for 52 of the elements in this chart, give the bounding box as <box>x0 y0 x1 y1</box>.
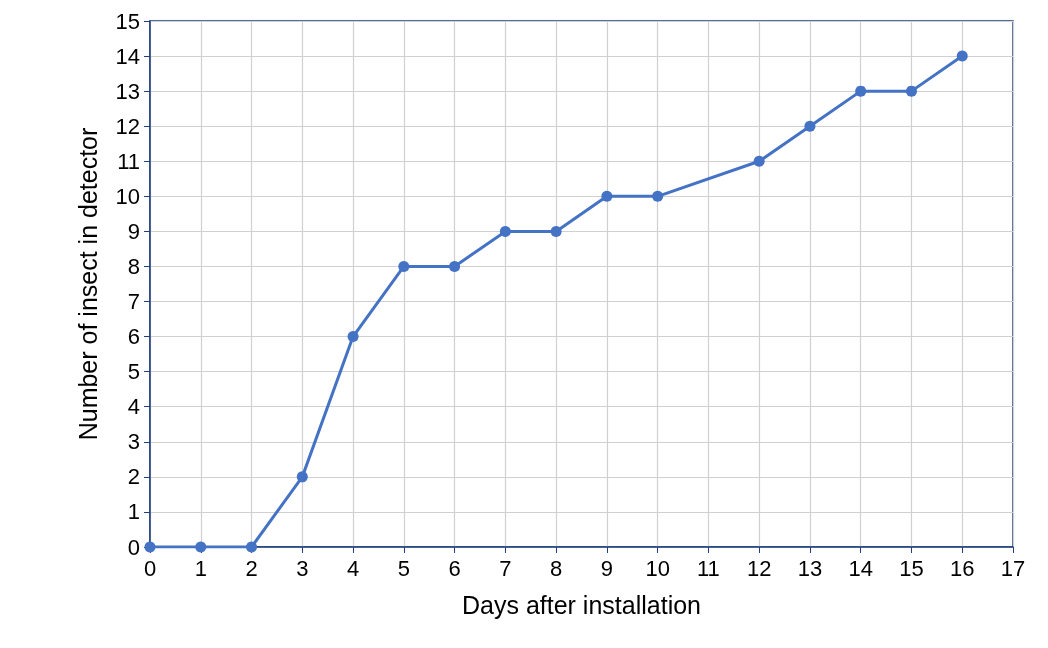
point <box>855 85 867 97</box>
point <box>804 120 816 132</box>
x-tick-label: 12 <box>746 555 772 581</box>
x-tick-label: 15 <box>899 555 924 581</box>
y-tick-label: 12 <box>115 113 140 139</box>
point <box>753 155 765 167</box>
x-tick-label: 8 <box>549 555 563 581</box>
y-tick-label: 4 <box>127 394 140 420</box>
y-axis-title: Number of insect in detector <box>73 127 102 441</box>
y-tick-label: 14 <box>115 43 140 69</box>
point <box>956 50 968 62</box>
x-tick-label: 10 <box>645 555 670 581</box>
y-tick-label: 6 <box>127 324 140 350</box>
y-tick-label: 10 <box>115 183 140 209</box>
point <box>652 190 664 202</box>
point <box>601 190 613 202</box>
y-tick-label: 2 <box>127 464 140 490</box>
x-tick-label: 9 <box>600 555 614 581</box>
x-tick-label: 11 <box>696 555 720 581</box>
x-tick-label: 6 <box>448 555 461 581</box>
point <box>499 225 511 237</box>
x-tick-label: 2 <box>245 555 258 581</box>
point <box>195 541 207 553</box>
point <box>246 541 258 553</box>
x-tick-label: 0 <box>143 555 157 581</box>
y-tick-label: 9 <box>127 218 140 244</box>
y-tick-label: 8 <box>127 253 140 279</box>
y-tick-label: 1 <box>127 499 140 525</box>
y-tick-label: 13 <box>115 78 140 104</box>
point <box>449 260 461 272</box>
x-tick-label: 5 <box>397 555 410 581</box>
x-tick-label: 16 <box>949 555 975 581</box>
y-tick-label: 0 <box>127 534 140 560</box>
y-tick-label: 7 <box>127 289 140 315</box>
x-tick-label: 13 <box>797 555 823 581</box>
x-tick-label: 14 <box>848 555 873 581</box>
point <box>398 260 410 272</box>
x-tick-label: 7 <box>499 555 512 581</box>
x-tick-label: 1 <box>194 555 207 581</box>
y-tick-label: 15 <box>115 8 140 34</box>
point <box>144 541 156 553</box>
x-tick-label: 4 <box>346 555 360 581</box>
point <box>296 471 308 483</box>
y-tick-label: 3 <box>127 429 140 455</box>
point <box>550 225 562 237</box>
x-tick-label: 3 <box>296 555 309 581</box>
point <box>905 85 917 97</box>
point <box>347 331 359 343</box>
y-tick-label: 11 <box>117 148 140 174</box>
x-axis-title: Days after installation <box>461 590 702 619</box>
y-tick-label: 5 <box>127 359 140 385</box>
x-tick-label: 17 <box>1000 555 1026 581</box>
